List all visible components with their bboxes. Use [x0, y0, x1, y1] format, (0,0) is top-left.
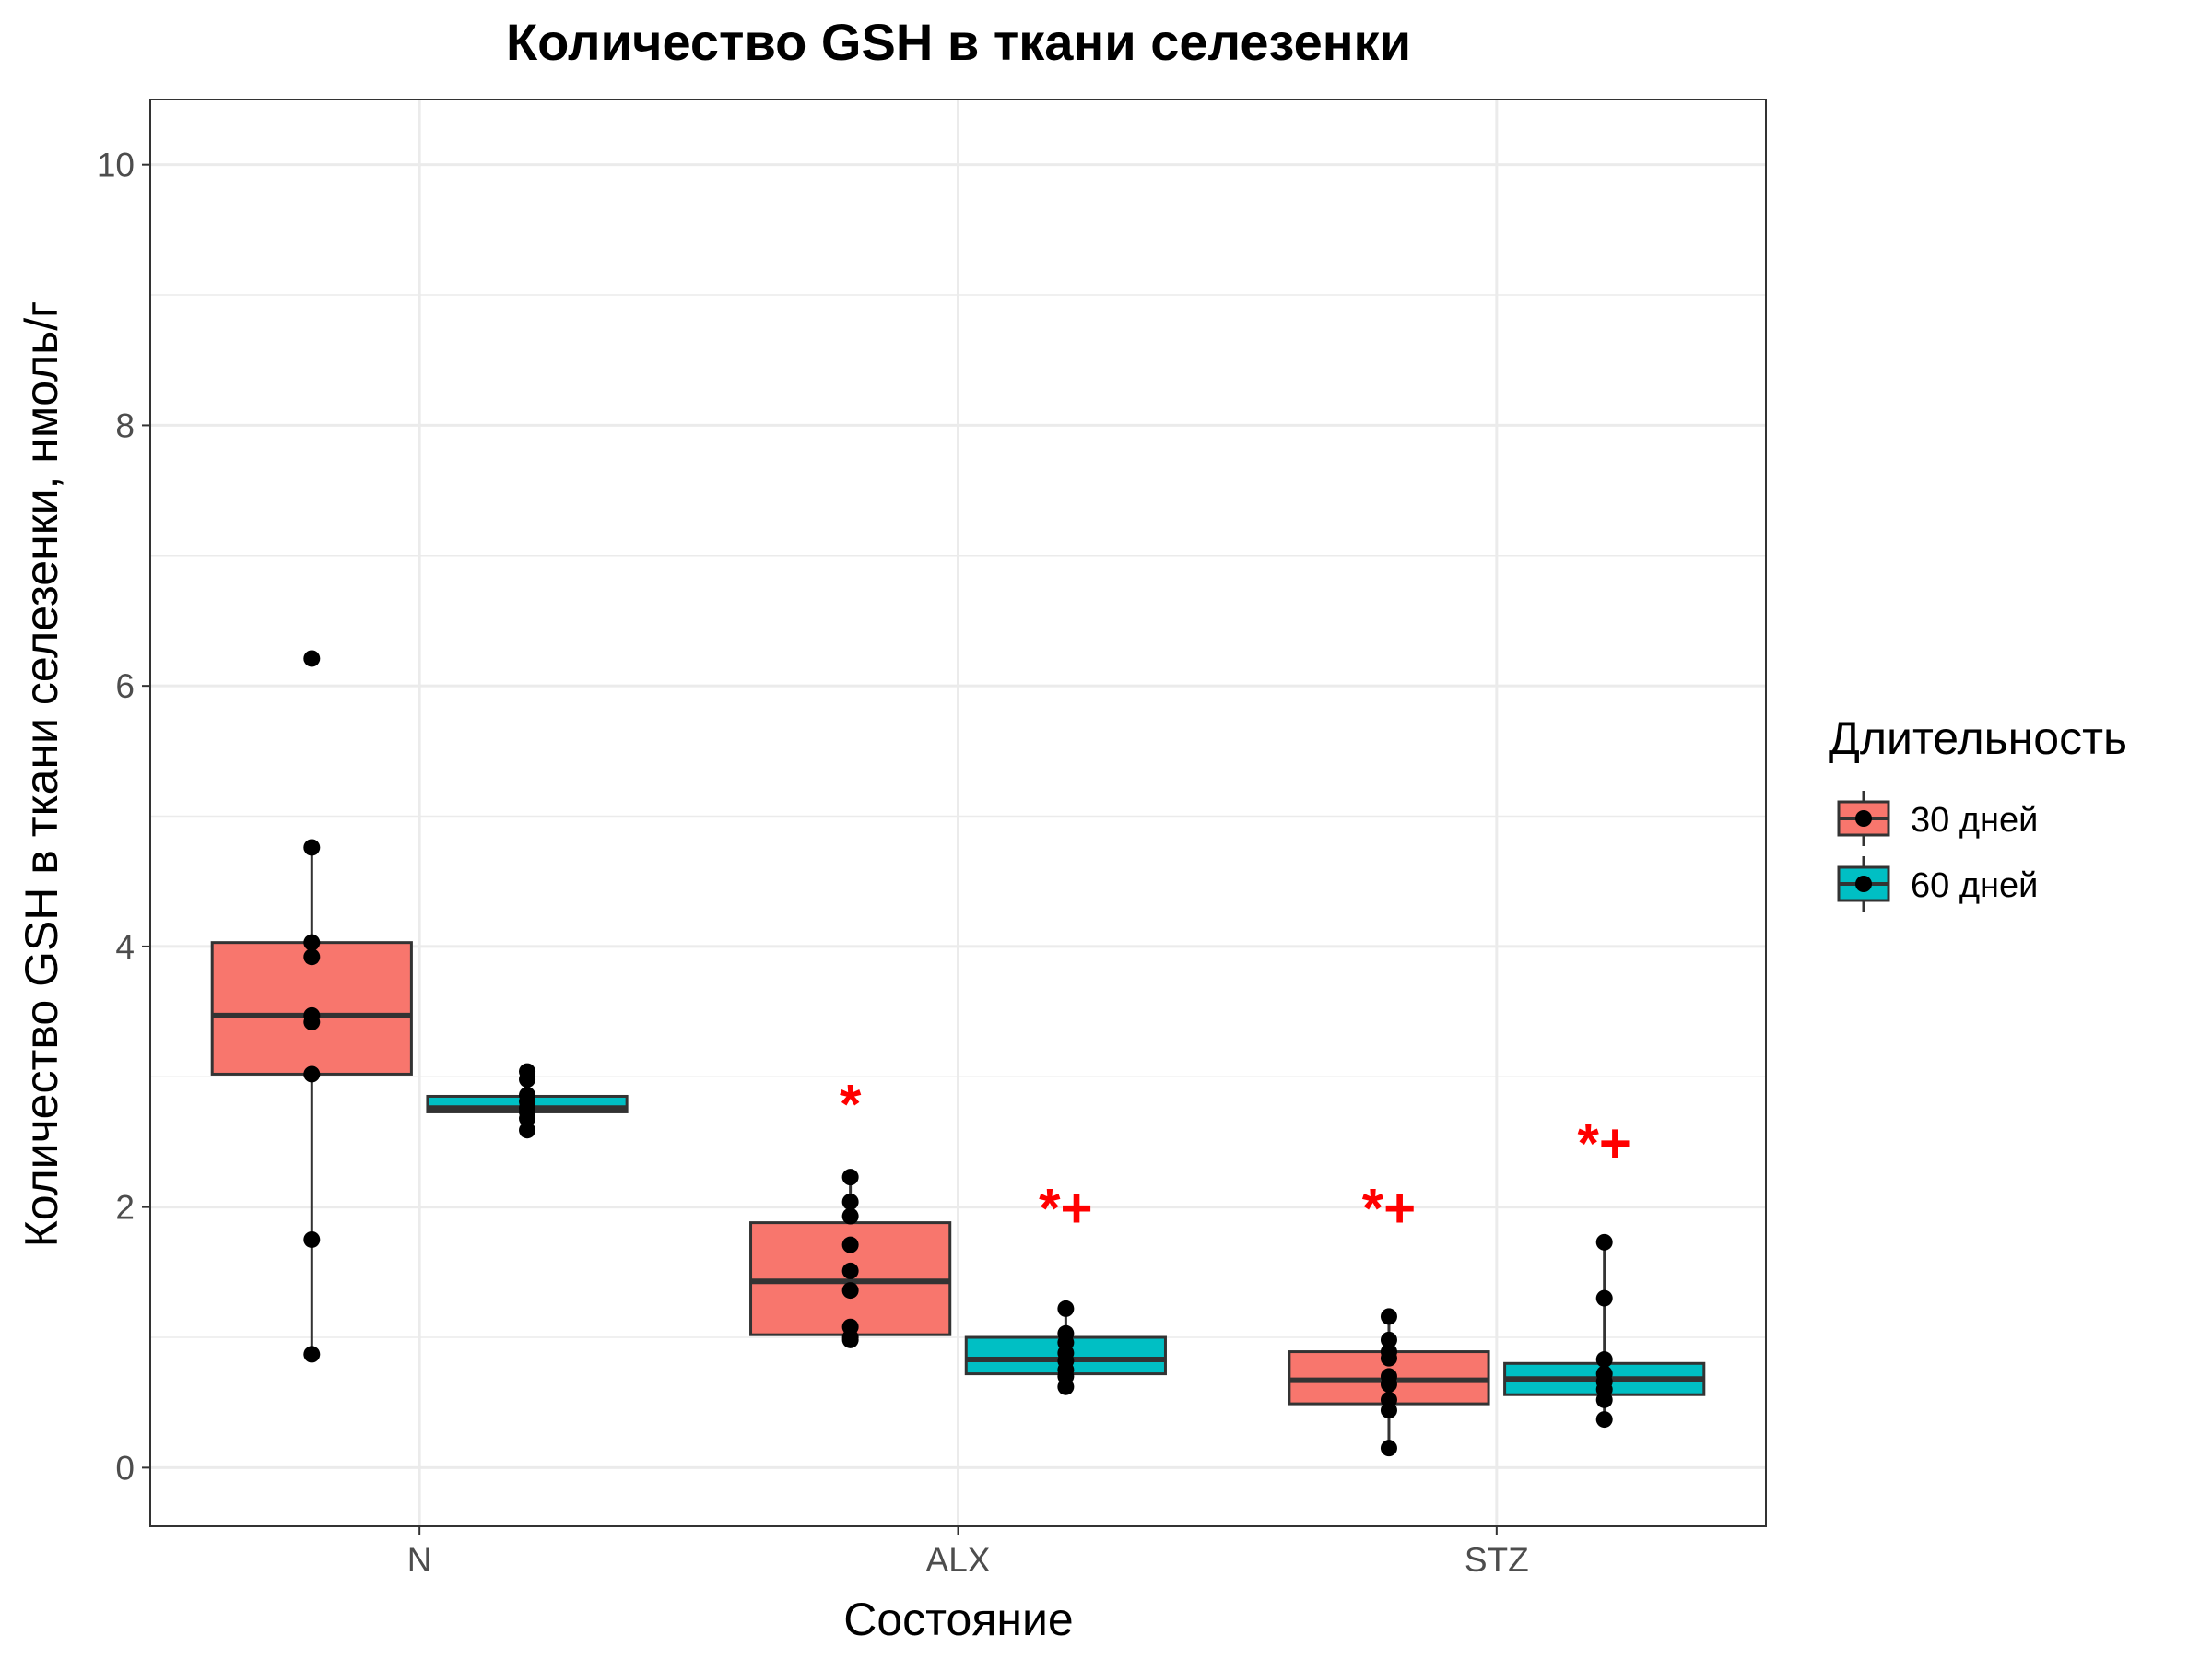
data-point [519, 1110, 536, 1127]
data-point [303, 839, 321, 856]
plot-area: * *+ *+ *+ 0 2 4 6 8 10 N ALX STZ [97, 99, 1767, 1579]
x-tick-label: N [407, 1541, 432, 1579]
x-axis-title: Состояние [843, 1594, 1074, 1645]
x-tick-label: STZ [1465, 1541, 1529, 1579]
data-point [1380, 1331, 1397, 1348]
legend-title: Длительность [1829, 712, 2127, 764]
data-point [1380, 1375, 1397, 1393]
y-tick-label: 6 [115, 667, 135, 705]
significance-annotation: *+ [1578, 1112, 1631, 1174]
data-point [303, 934, 321, 951]
data-point [303, 1346, 321, 1363]
data-point [1380, 1349, 1397, 1367]
legend-label: 60 дней [1911, 866, 2038, 905]
data-point [1380, 1402, 1397, 1419]
data-point [1057, 1300, 1075, 1317]
y-tick-label: 2 [115, 1189, 135, 1227]
legend-key-point [1855, 810, 1872, 827]
data-point [519, 1071, 536, 1088]
x-tick-label: ALX [926, 1541, 991, 1579]
data-point [841, 1282, 859, 1300]
data-point [303, 948, 321, 966]
data-point [841, 1236, 859, 1253]
data-point [841, 1331, 859, 1348]
y-tick-label: 4 [115, 928, 135, 966]
data-point [1380, 1308, 1397, 1325]
data-point [1595, 1289, 1613, 1307]
legend-label: 30 дней [1911, 801, 2038, 840]
y-tick-label: 0 [115, 1449, 135, 1487]
data-point [841, 1169, 859, 1186]
y-axis-title: Количество GSH в ткани селезенки, нмоль/… [16, 301, 67, 1248]
data-point [303, 1065, 321, 1083]
data-point [1380, 1440, 1397, 1457]
data-point [303, 1230, 321, 1248]
data-point [841, 1262, 859, 1279]
data-point [1595, 1233, 1613, 1251]
data-point [519, 1122, 536, 1139]
data-point [841, 1193, 859, 1210]
data-point [841, 1207, 859, 1225]
legend-key-point [1855, 876, 1872, 892]
y-tick-label: 10 [97, 147, 135, 184]
data-point [1057, 1378, 1075, 1395]
data-point [1595, 1351, 1613, 1369]
significance-annotation: *+ [1362, 1178, 1416, 1240]
data-point [1595, 1411, 1613, 1429]
significance-annotation: * [840, 1074, 862, 1135]
y-tick-label: 8 [115, 406, 135, 444]
significance-annotation: *+ [1039, 1178, 1092, 1240]
data-point [303, 1013, 321, 1030]
chart-title: Количество GSH в ткани селезенки [506, 13, 1411, 71]
legend: Длительность 30 дней 60 дней [1829, 712, 2127, 912]
data-point [1595, 1391, 1613, 1408]
data-point [303, 650, 321, 667]
